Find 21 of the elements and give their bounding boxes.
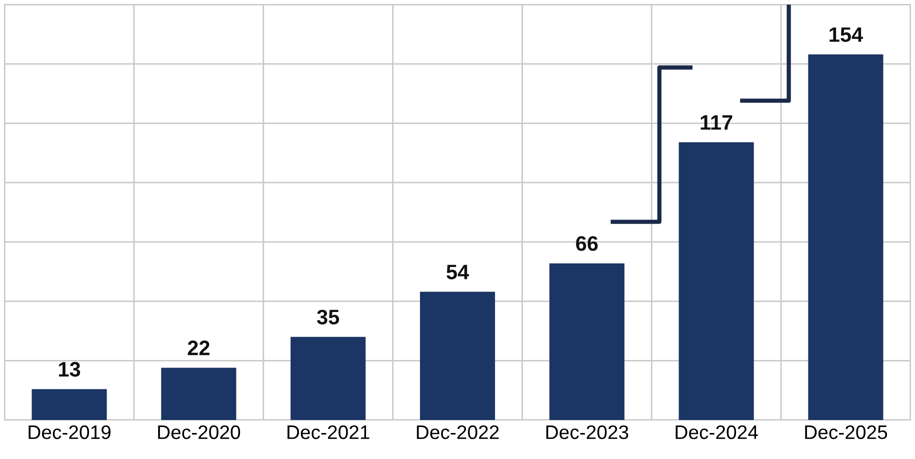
x-tick-label: Dec-2020 bbox=[158, 425, 240, 440]
x-tick-label: Dec-2025 bbox=[805, 425, 888, 440]
data-label: 66 bbox=[576, 236, 598, 251]
data-label: 117 bbox=[700, 115, 732, 130]
bar bbox=[290, 336, 366, 420]
bar bbox=[420, 292, 496, 420]
x-tick-label: Dec-2019 bbox=[28, 425, 111, 440]
data-label: 13 bbox=[59, 362, 80, 377]
data-label: 154 bbox=[830, 27, 863, 42]
bar bbox=[808, 54, 884, 420]
bar bbox=[549, 263, 624, 420]
bar bbox=[161, 368, 236, 420]
data-label: 22 bbox=[188, 340, 210, 356]
bar bbox=[32, 389, 107, 420]
x-tick-label: Dec-2021 bbox=[288, 425, 370, 440]
bar bbox=[678, 142, 754, 420]
x-tick-label: Dec-2022 bbox=[416, 425, 499, 440]
data-label: 35 bbox=[316, 310, 340, 324]
data-label: 54 bbox=[446, 264, 469, 280]
x-tick-label: Dec-2024 bbox=[676, 425, 758, 440]
x-tick-label: Dec-2023 bbox=[546, 425, 628, 440]
